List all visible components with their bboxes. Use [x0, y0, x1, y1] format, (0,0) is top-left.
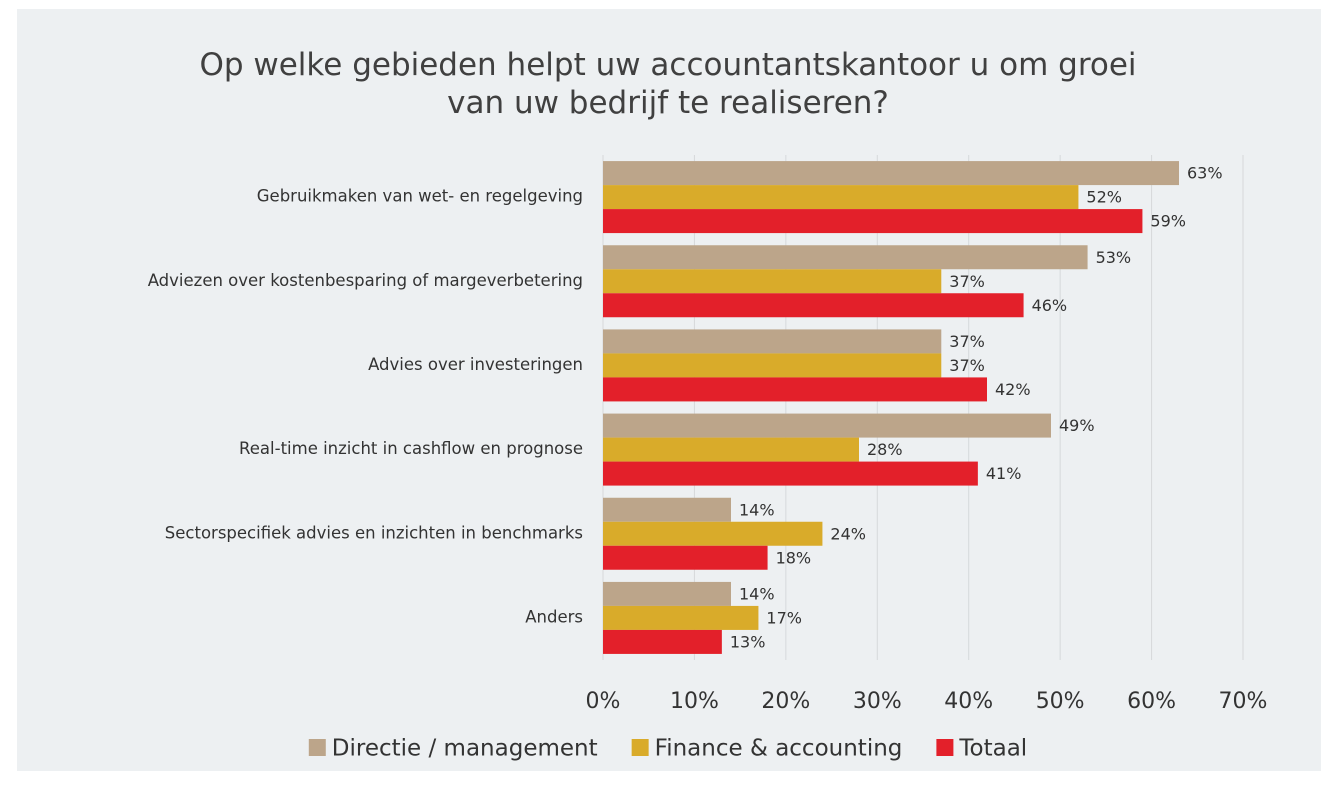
legend-label: Totaal [958, 736, 1027, 762]
data-label: 17% [766, 608, 802, 627]
y-tick-label: Advies over investeringen [368, 355, 583, 374]
bar [603, 413, 1051, 438]
x-tick-label: 30% [853, 689, 902, 714]
x-tick-label: 60% [1127, 689, 1176, 714]
bar [603, 629, 722, 654]
y-tick-label: Gebruikmaken van wet- en regelgeving [257, 187, 583, 206]
data-label: 13% [730, 632, 766, 651]
bar [603, 329, 942, 354]
x-tick-label: 10% [670, 689, 719, 714]
legend-swatch [308, 739, 326, 756]
x-tick-label: 20% [761, 689, 810, 714]
x-tick-label: 40% [944, 689, 993, 714]
data-label: 42% [995, 380, 1031, 399]
bar [603, 245, 1088, 270]
data-label: 53% [1096, 248, 1132, 267]
data-label: 52% [1086, 188, 1122, 207]
legend-label: Finance & accounting [655, 736, 903, 762]
data-label: 18% [776, 548, 812, 567]
bar [603, 437, 859, 462]
data-label: 49% [1059, 416, 1095, 435]
data-label: 37% [949, 332, 985, 351]
bar [603, 269, 942, 294]
data-label: 63% [1187, 164, 1223, 183]
data-label: 28% [867, 440, 903, 459]
y-tick-label: Adviezen over kostenbesparing of margeve… [148, 271, 583, 290]
bar [603, 581, 731, 606]
bar [603, 353, 942, 378]
x-tick-label: 50% [1036, 689, 1085, 714]
legend-swatch [631, 739, 649, 756]
bar [603, 185, 1079, 210]
x-tick-label: 70% [1219, 689, 1268, 714]
y-tick-label: Anders [525, 607, 583, 626]
bar [603, 161, 1179, 186]
x-tick-label: 0% [586, 689, 621, 714]
data-label: 37% [949, 272, 985, 291]
legend-label: Directie / management [332, 736, 598, 762]
bar [603, 293, 1024, 318]
bar [603, 605, 759, 630]
bar [603, 209, 1143, 234]
bar [603, 461, 978, 486]
data-label: 14% [739, 500, 775, 519]
y-tick-label: Sectorspecifiek advies en inzichten in b… [165, 523, 583, 542]
data-label: 24% [830, 524, 866, 543]
bar [603, 545, 768, 570]
data-label: 41% [986, 464, 1022, 483]
legend-swatch [936, 739, 954, 756]
chart-title: Op welke gebieden helpt uw accountantska… [199, 47, 1137, 121]
data-label: 59% [1150, 212, 1186, 231]
data-label: 14% [739, 584, 775, 603]
bar [603, 497, 731, 522]
data-label: 46% [1032, 296, 1068, 315]
bar [603, 521, 823, 546]
y-tick-label: Real-time inzicht in cashflow en prognos… [239, 439, 583, 458]
bar [603, 377, 987, 402]
data-label: 37% [949, 356, 985, 375]
